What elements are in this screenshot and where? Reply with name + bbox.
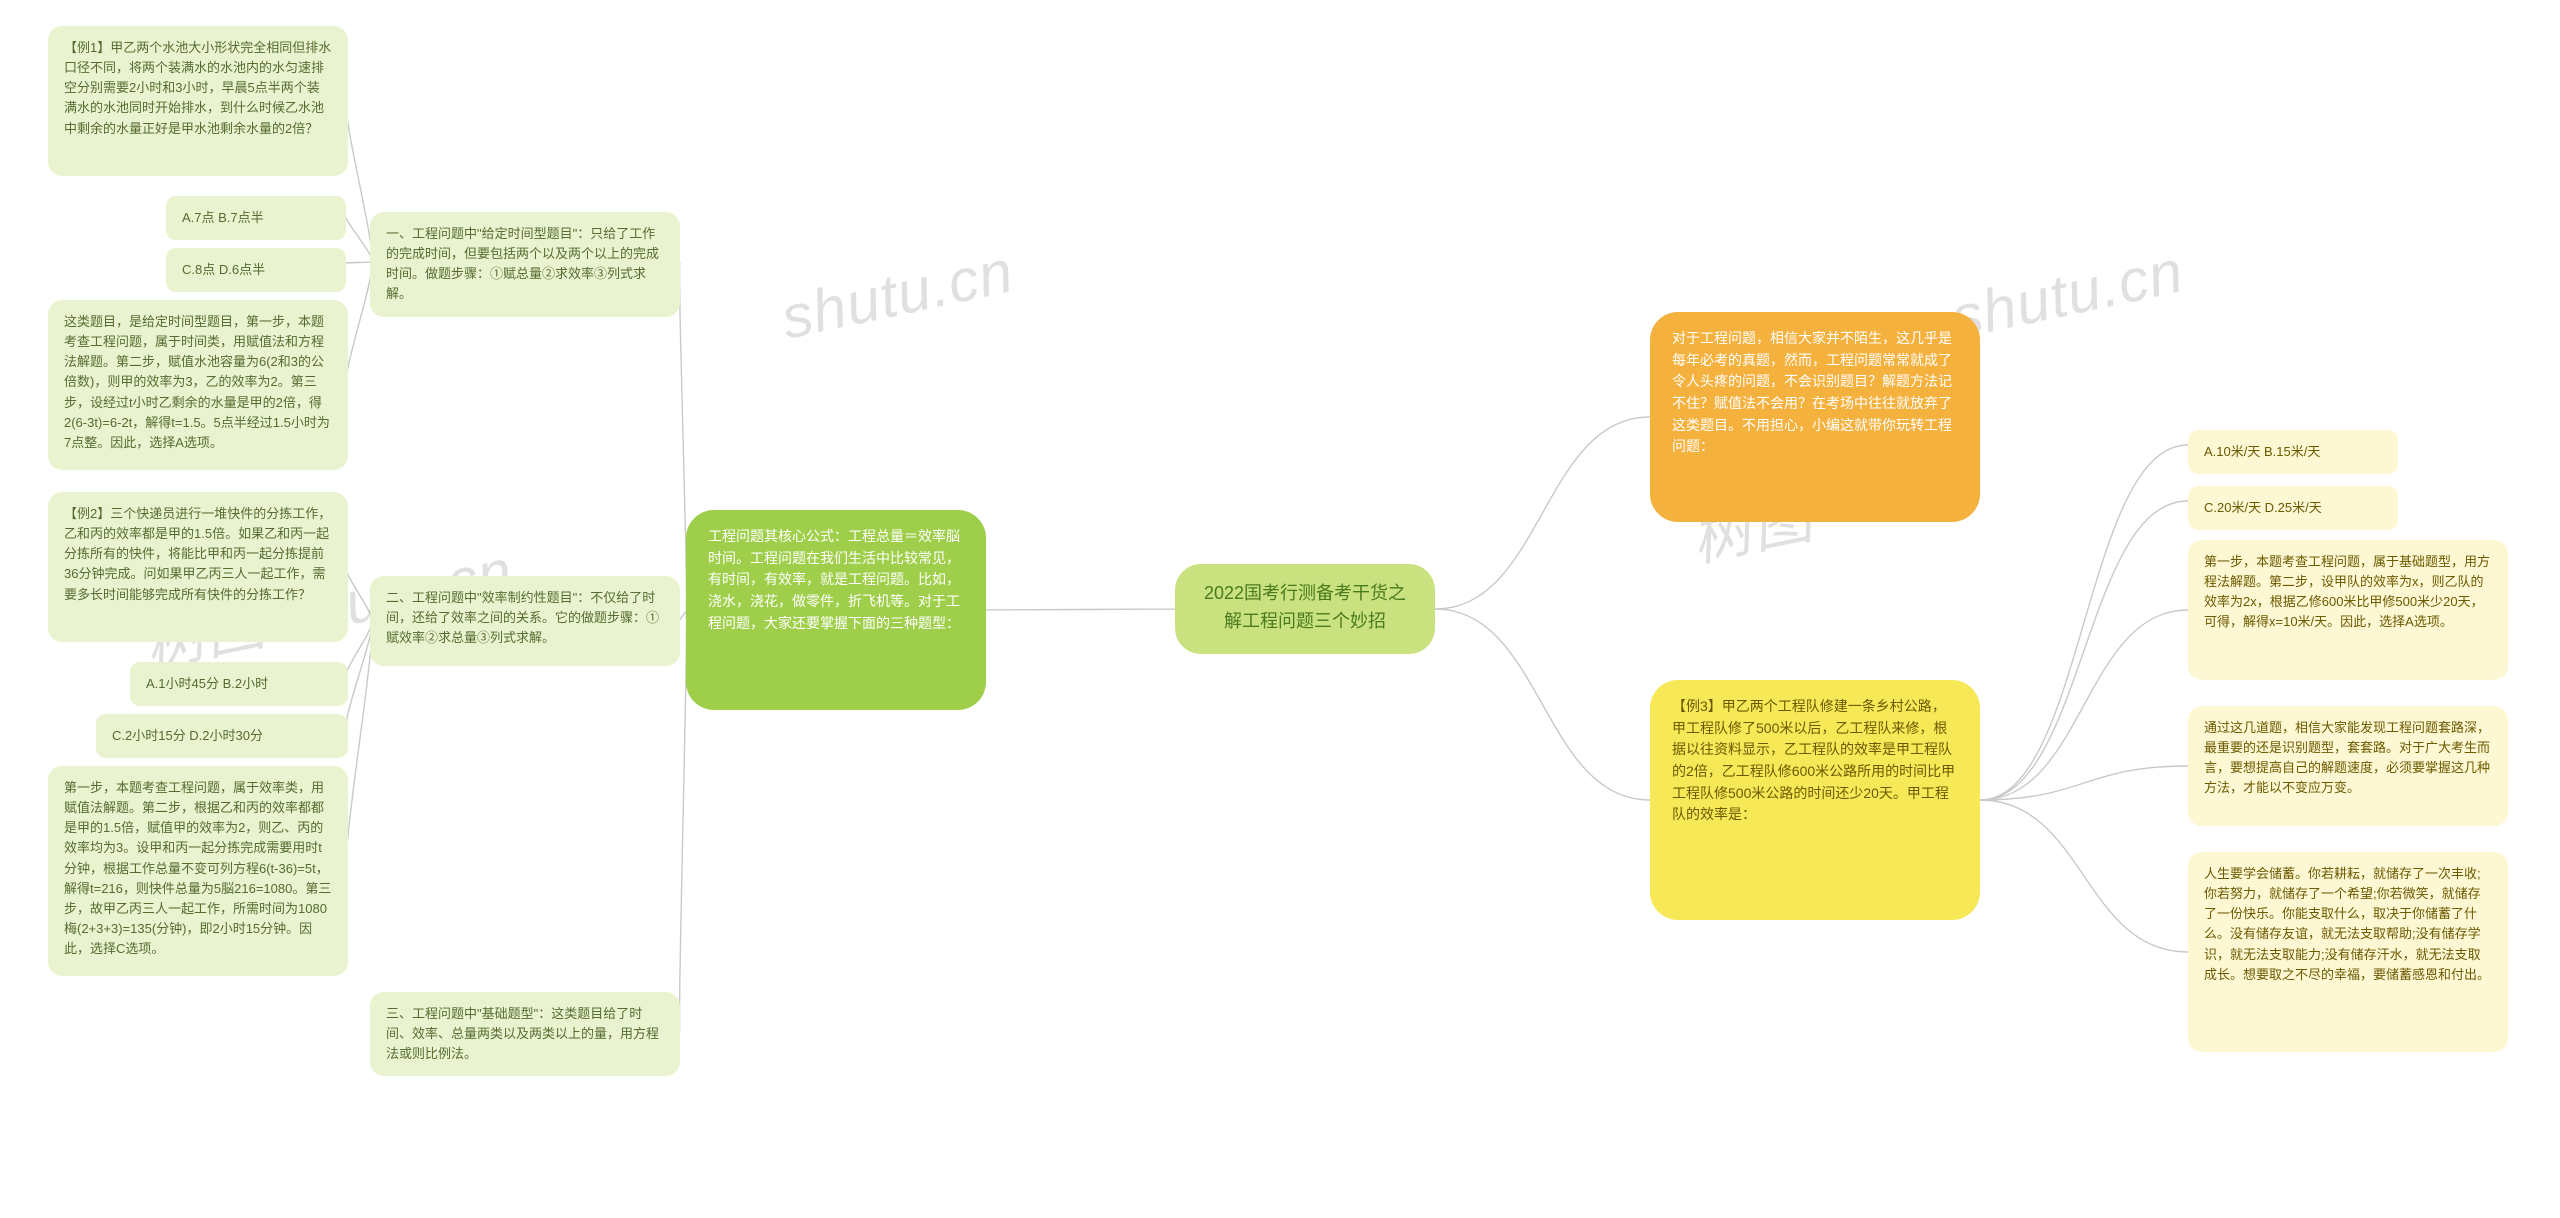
connector (1980, 766, 2188, 800)
connector (1980, 610, 2188, 800)
node-ex1-optC[interactable]: C.8点 D.6点半 (166, 248, 346, 292)
connector (1980, 501, 2188, 800)
node-ex3-solution[interactable]: 第一步，本题考查工程问题，属于基础题型，用方程法解题。第二步，设甲队的效率为x，… (2188, 540, 2508, 680)
connector (346, 567, 372, 621)
watermark: shutu.cn (1945, 236, 2189, 352)
node-ex3-optA[interactable]: A.10米/天 B.15米/天 (2188, 430, 2398, 474)
node-type2[interactable]: 二、工程问题中"效率制约性题目"：不仅给了时间，还给了效率之间的关系。它的做题步… (370, 576, 680, 666)
connector (346, 262, 372, 385)
connector (344, 262, 372, 263)
node-summary[interactable]: 通过这几道题，相信大家能发现工程问题套路深，最重要的还是识别题型，套套路。对于广… (2188, 706, 2508, 826)
connector (1435, 609, 1650, 800)
node-core-formula[interactable]: 工程问题其核心公式：工程总量＝效率脳时间。工程问题在我们生活中比较常见，有时间，… (686, 510, 986, 710)
node-type1[interactable]: 一、工程问题中"给定时间型题目"：只给了工作的完成时间，但要包括两个以及两个以上… (370, 212, 680, 317)
node-type3[interactable]: 三、工程问题中"基础题型"：这类题目给了时间、效率、总量两类以及两类以上的量，用… (370, 992, 680, 1076)
node-ex3-optC[interactable]: C.20米/天 D.25米/天 (2188, 486, 2398, 530)
node-ex2-optC[interactable]: C.2小时15分 D.2小时30分 (96, 714, 348, 758)
node-ex2-question[interactable]: 【例2】三个快递员进行一堆快件的分拣工作，乙和丙的效率都是甲的1.5倍。如果乙和… (48, 492, 348, 642)
connector (1435, 417, 1650, 609)
connector (1980, 445, 2188, 800)
mindmap-center[interactable]: 2022国考行测备考干货之 解工程问题三个妙招 (1175, 564, 1435, 654)
connector (346, 621, 372, 729)
node-ex1-optA[interactable]: A.7点 B.7点半 (166, 196, 346, 240)
node-intro[interactable]: 对于工程问题，相信大家并不陌生，这几乎是每年必考的真题，然而，工程问题常常就成了… (1650, 312, 1980, 522)
connector (1980, 800, 2188, 952)
connector (344, 211, 372, 262)
node-moral[interactable]: 人生要学会储蓄。你若耕耘，就储存了一次丰收;你若努力，就储存了一个希望;你若微笑… (2188, 852, 2508, 1052)
connector (346, 621, 372, 677)
node-ex2-optA[interactable]: A.1小时45分 B.2小时 (130, 662, 348, 706)
connector (971, 609, 1191, 610)
connector (346, 621, 372, 871)
watermark: shutu.cn (775, 236, 1019, 352)
node-ex1-question[interactable]: 【例1】甲乙两个水池大小形状完全相同但排水口径不同，将两个装满水的水池内的水匀速… (48, 26, 348, 176)
connector (346, 101, 372, 262)
node-ex2-solution[interactable]: 第一步，本题考查工程问题，属于效率类，用赋值法解题。第二步，根据乙和丙的效率都都… (48, 766, 348, 976)
node-example3[interactable]: 【例3】甲乙两个工程队修建一条乡村公路，甲工程队修了500米以后，乙工程队来修，… (1650, 680, 1980, 920)
node-ex1-solution[interactable]: 这类题目，是给定时间型题目，第一步，本题考查工程问题，属于时间类，用赋值法和方程… (48, 300, 348, 470)
